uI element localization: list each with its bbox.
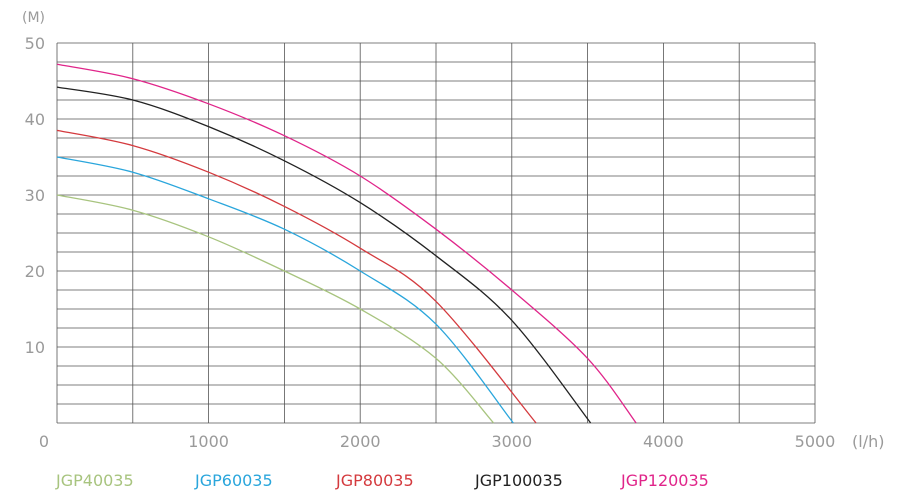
x-axis-unit: (l/h)	[852, 432, 884, 451]
grid	[56, 42, 816, 424]
y-tick-label: 10	[25, 338, 45, 357]
legend-entry-jgp40035: JGP40035	[55, 471, 134, 490]
series-line-jgp40035	[56, 194, 495, 424]
axis-labels: (M) (l/h) 10 20 30 40 50 0 1000 2000 3000 4000 500…	[22, 10, 884, 451]
series-line-jgp120035	[56, 63, 637, 424]
y-tick-label: 40	[25, 110, 45, 129]
legend-entry-jgp100035: JGP100035	[474, 471, 563, 490]
y-tick-label: 50	[25, 34, 45, 53]
x-tick-label: 0	[39, 432, 49, 451]
series-lines	[56, 63, 637, 424]
y-tick-label: 20	[25, 262, 45, 281]
x-tick-label: 4000	[643, 432, 684, 451]
x-tick-label: 1000	[188, 432, 229, 451]
series-line-jgp60035	[56, 156, 514, 424]
x-tick-label: 3000	[491, 432, 532, 451]
legend-entry-jgp60035: JGP60035	[194, 471, 273, 490]
legend-entry-jgp80035: JGP80035	[335, 471, 414, 490]
x-tick-label: 5000	[795, 432, 836, 451]
legend-entry-jgp120035: JGP120035	[620, 471, 709, 490]
series-line-jgp80035	[56, 129, 537, 424]
legend: JGP40035 JGP60035 JGP80035 JGP100035 JGP1200…	[55, 471, 709, 490]
y-axis-unit: (M)	[22, 10, 45, 26]
y-tick-label: 30	[25, 186, 45, 205]
series-line-jgp100035	[56, 86, 592, 424]
x-tick-label: 2000	[340, 432, 381, 451]
